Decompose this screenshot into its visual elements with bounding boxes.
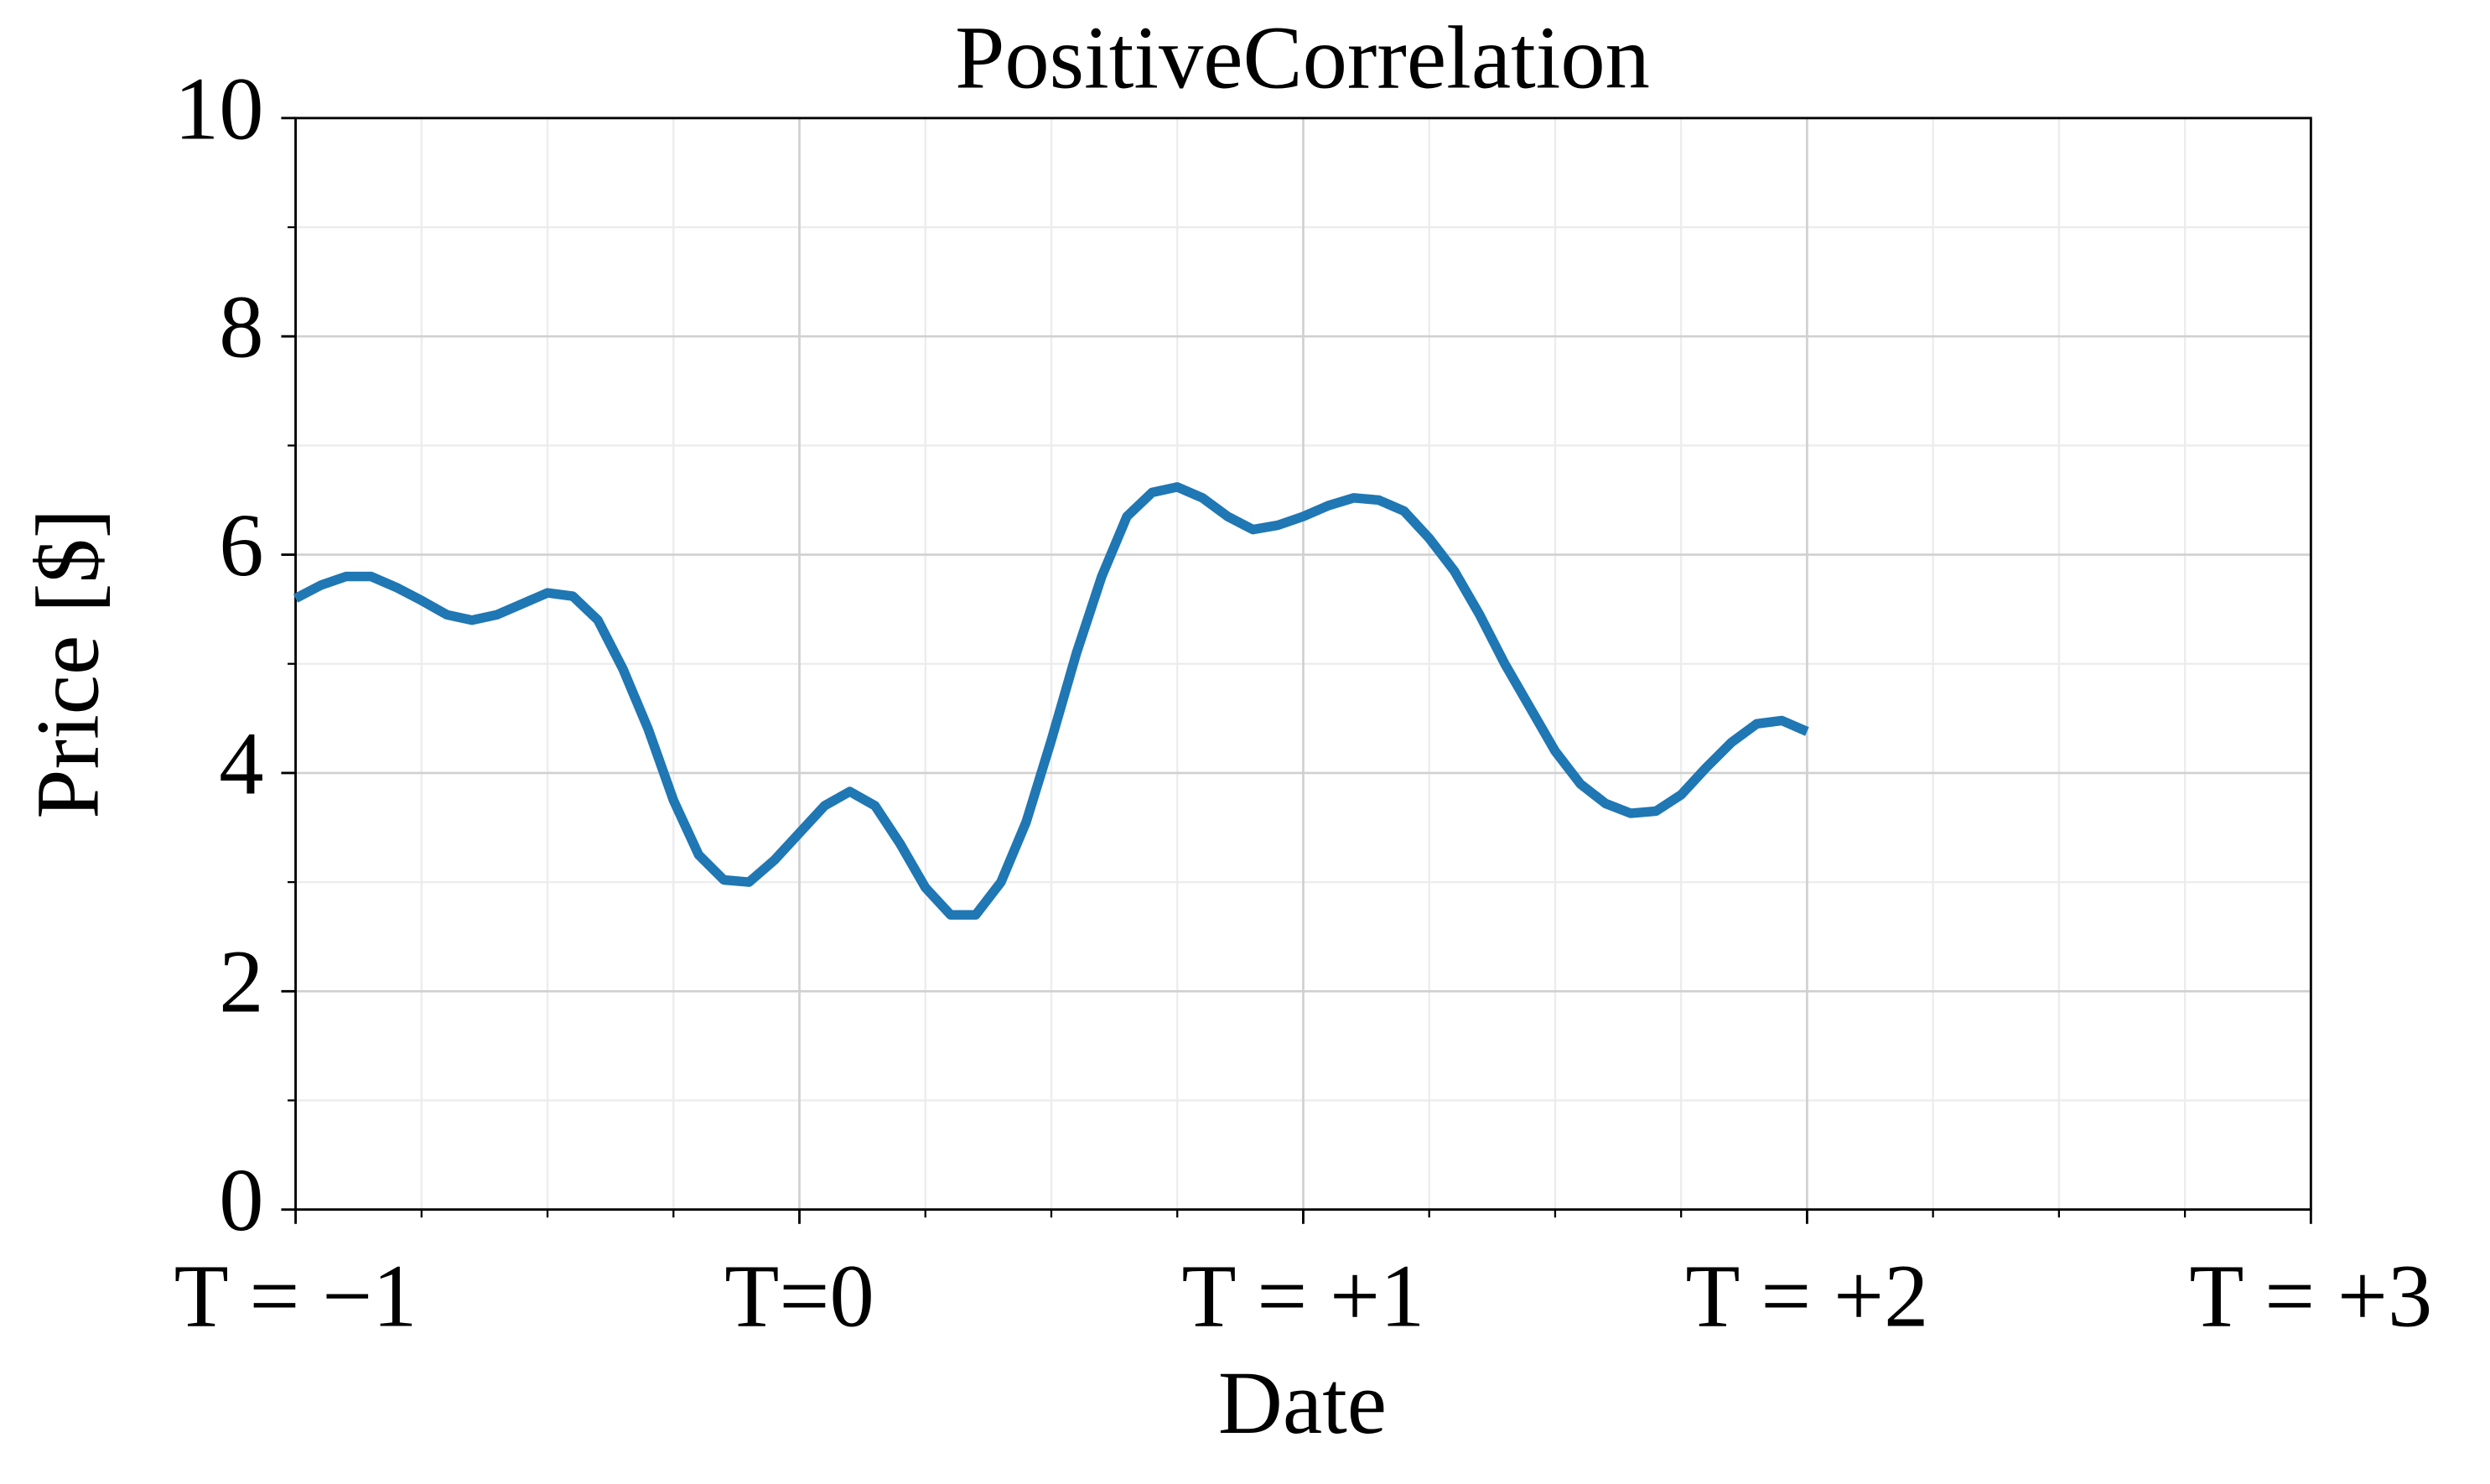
y-tick-label: 2 [219,933,263,1032]
x-tick-label: T = +2 [1685,1247,1928,1346]
plot-frame [294,117,2312,1212]
x-tick-label: T = −1 [174,1247,418,1346]
y-tick-label: 10 [174,60,264,158]
x-tick-label: T = +1 [1181,1247,1424,1346]
x-tick-label: T = +3 [2189,1247,2432,1346]
y-tick-label: 0 [219,1151,263,1250]
line-series [293,482,1809,920]
chart-title: PositiveCorrelation [955,8,1650,107]
x-tick-label: T=0 [724,1247,874,1346]
y-axis-label: Price [$] [18,509,117,819]
y-tick-label: 6 [219,496,263,595]
y-tick-label: 8 [219,278,263,377]
y-tick-label: 4 [219,714,263,813]
x-axis-label: Date [1218,1354,1387,1453]
